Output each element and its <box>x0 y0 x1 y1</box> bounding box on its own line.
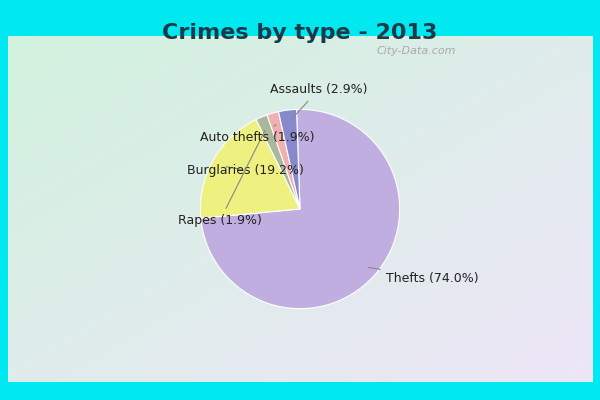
Text: Burglaries (19.2%): Burglaries (19.2%) <box>187 164 304 177</box>
Text: Thefts (74.0%): Thefts (74.0%) <box>368 267 478 285</box>
Wedge shape <box>278 110 300 209</box>
Text: City-Data.com: City-Data.com <box>376 46 456 56</box>
Text: Crimes by type - 2013: Crimes by type - 2013 <box>163 23 437 43</box>
Text: Rapes (1.9%): Rapes (1.9%) <box>178 130 265 226</box>
Wedge shape <box>256 115 300 209</box>
Wedge shape <box>201 109 400 309</box>
Text: Assaults (2.9%): Assaults (2.9%) <box>269 84 367 120</box>
Text: Auto thefts (1.9%): Auto thefts (1.9%) <box>200 125 315 144</box>
Wedge shape <box>200 120 300 218</box>
Wedge shape <box>267 112 300 209</box>
